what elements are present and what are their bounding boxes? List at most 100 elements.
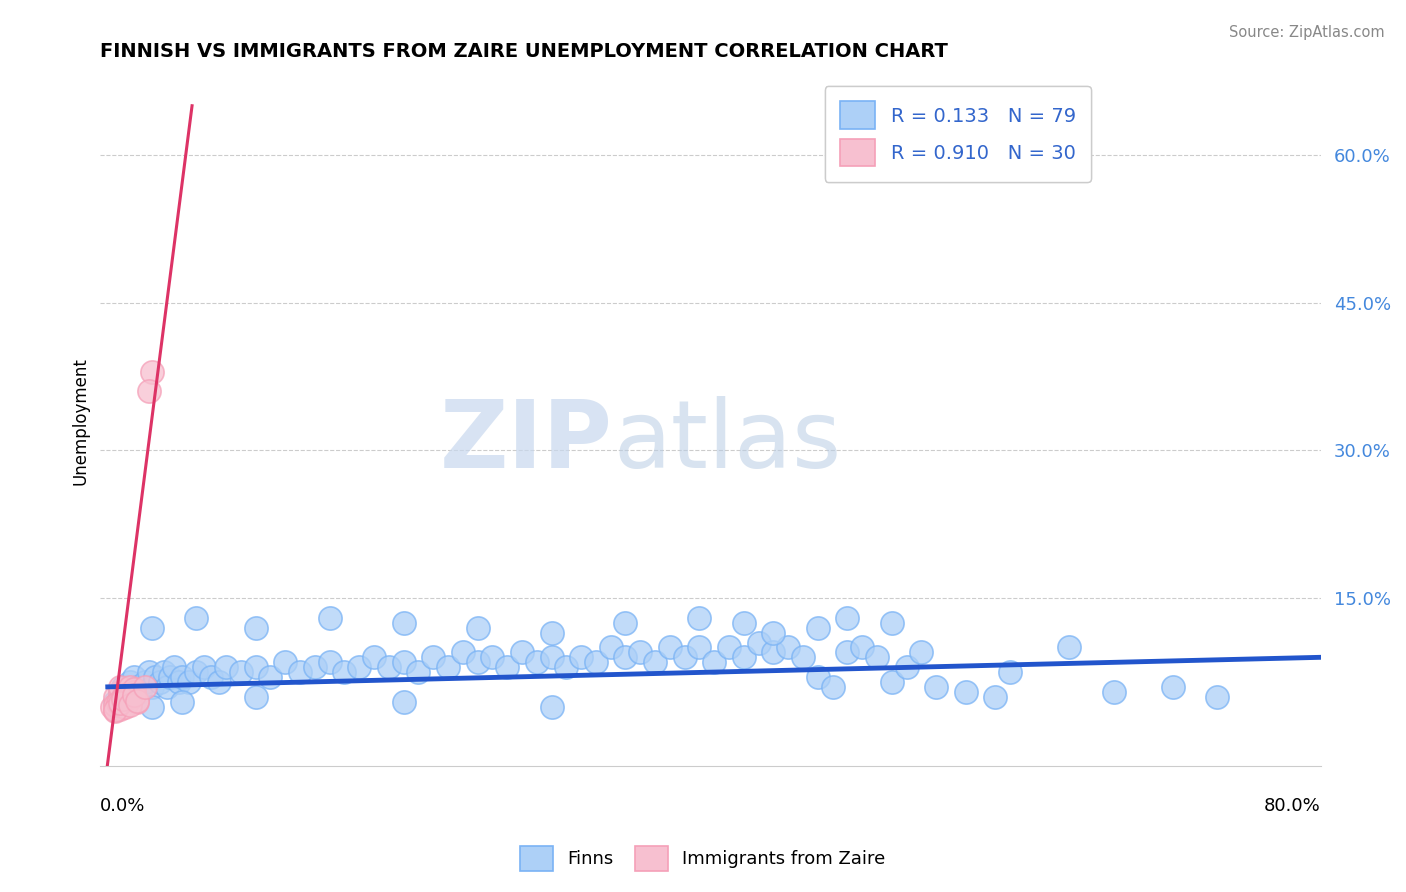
Point xyxy=(925,680,948,694)
Text: Source: ZipAtlas.com: Source: ZipAtlas.com xyxy=(1229,25,1385,40)
Point xyxy=(688,640,710,655)
Point xyxy=(134,680,156,694)
Point xyxy=(304,660,326,674)
Point xyxy=(141,621,163,635)
Point xyxy=(392,695,415,709)
Point xyxy=(245,660,267,674)
Legend: Finns, Immigrants from Zaire: Finns, Immigrants from Zaire xyxy=(513,838,893,879)
Point xyxy=(108,680,131,694)
Point xyxy=(127,695,149,709)
Point xyxy=(101,699,124,714)
Point xyxy=(910,645,932,659)
Point xyxy=(1206,690,1229,704)
Point xyxy=(837,645,859,659)
Point xyxy=(138,384,160,399)
Point xyxy=(658,640,681,655)
Point xyxy=(124,670,146,684)
Point xyxy=(984,690,1007,704)
Point xyxy=(880,674,903,689)
Point xyxy=(851,640,873,655)
Point xyxy=(111,690,134,704)
Point xyxy=(555,660,578,674)
Point xyxy=(540,699,562,714)
Point xyxy=(510,645,533,659)
Point xyxy=(467,621,489,635)
Point xyxy=(733,650,755,665)
Point xyxy=(318,655,340,669)
Point xyxy=(1102,685,1125,699)
Point xyxy=(127,693,149,707)
Point xyxy=(114,690,136,704)
Point xyxy=(259,670,281,684)
Point xyxy=(333,665,356,679)
Point xyxy=(807,621,830,635)
Point xyxy=(717,640,740,655)
Point xyxy=(111,691,134,706)
Point xyxy=(229,665,252,679)
Point xyxy=(496,660,519,674)
Point xyxy=(193,660,215,674)
Point xyxy=(153,665,176,679)
Point xyxy=(170,695,193,709)
Point xyxy=(628,645,651,659)
Point xyxy=(688,611,710,625)
Point xyxy=(129,685,152,699)
Point xyxy=(114,681,136,696)
Point xyxy=(124,685,146,699)
Point xyxy=(104,695,127,709)
Point xyxy=(108,696,131,710)
Point xyxy=(614,650,637,665)
Point xyxy=(955,685,977,699)
Point xyxy=(148,674,170,689)
Point xyxy=(748,635,770,649)
Point xyxy=(821,680,844,694)
Point xyxy=(762,645,785,659)
Point xyxy=(288,665,311,679)
Point xyxy=(114,699,136,714)
Point xyxy=(347,660,370,674)
Point xyxy=(141,680,163,694)
Text: atlas: atlas xyxy=(613,396,841,488)
Point xyxy=(124,688,146,702)
Point xyxy=(422,650,444,665)
Y-axis label: Unemployment: Unemployment xyxy=(72,357,89,485)
Point xyxy=(170,670,193,684)
Point xyxy=(159,670,181,684)
Point xyxy=(540,625,562,640)
Point xyxy=(127,680,149,694)
Text: ZIP: ZIP xyxy=(440,396,613,488)
Point xyxy=(807,670,830,684)
Point xyxy=(392,655,415,669)
Point xyxy=(104,690,127,704)
Point xyxy=(186,611,208,625)
Point xyxy=(644,655,666,669)
Text: 80.0%: 80.0% xyxy=(1264,797,1320,814)
Point xyxy=(134,674,156,689)
Point xyxy=(245,621,267,635)
Point xyxy=(200,670,222,684)
Point xyxy=(1057,640,1080,655)
Point xyxy=(111,693,134,707)
Point xyxy=(673,650,696,665)
Point xyxy=(866,650,889,665)
Point xyxy=(108,701,131,715)
Point xyxy=(526,655,548,669)
Point xyxy=(437,660,460,674)
Point xyxy=(215,660,238,674)
Point xyxy=(118,674,141,689)
Point xyxy=(143,670,166,684)
Point xyxy=(318,611,340,625)
Point xyxy=(156,680,179,694)
Point xyxy=(569,650,592,665)
Point xyxy=(880,615,903,630)
Point xyxy=(104,705,127,719)
Text: FINNISH VS IMMIGRANTS FROM ZAIRE UNEMPLOYMENT CORRELATION CHART: FINNISH VS IMMIGRANTS FROM ZAIRE UNEMPLO… xyxy=(100,42,948,61)
Point xyxy=(1161,680,1184,694)
Point xyxy=(585,655,607,669)
Point xyxy=(177,674,200,689)
Point xyxy=(186,665,208,679)
Point xyxy=(792,650,814,665)
Point xyxy=(118,691,141,706)
Point xyxy=(762,625,785,640)
Point xyxy=(208,674,231,689)
